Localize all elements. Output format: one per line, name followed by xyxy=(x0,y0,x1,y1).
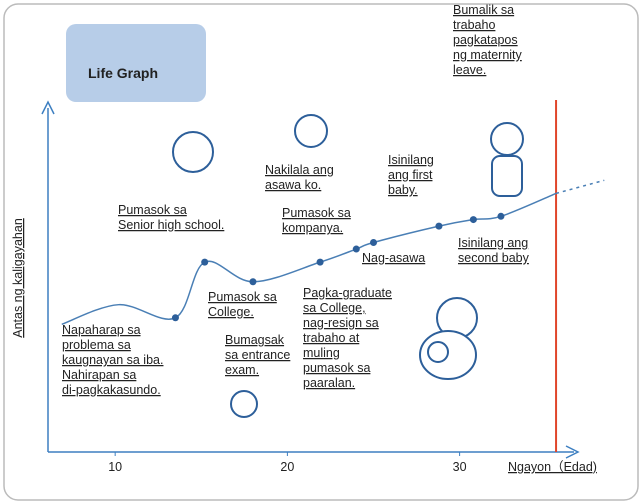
annotation: Nakilala ang asawa ko. xyxy=(265,163,334,192)
annotation-line: leave. xyxy=(453,63,486,77)
event-point xyxy=(201,258,209,266)
annotation: Pumasok sa College. xyxy=(208,290,277,319)
title-box xyxy=(66,24,206,102)
event-point xyxy=(316,258,324,266)
annotation-line: muling xyxy=(303,346,340,360)
annotation-line: Nahirapan sa xyxy=(62,368,136,382)
event-point xyxy=(497,212,505,220)
annotation-line: Nakilala ang xyxy=(265,163,334,177)
event-point xyxy=(435,222,443,230)
x-tick-label: 20 xyxy=(280,460,294,474)
annotation-line: di-pagkakasundo. xyxy=(62,383,161,397)
annotation: Pumasok sa kompanya. xyxy=(282,206,351,235)
x-axis-label: Ngayon（Edad) xyxy=(508,460,597,474)
annotation-line: asawa ko. xyxy=(265,178,321,192)
y-axis-label: Antas ng kaligayahan xyxy=(11,218,25,338)
annotation-line: Senior high school. xyxy=(118,218,224,232)
annotation-line: pumasok sa xyxy=(303,361,370,375)
annotation-line: Pagka-graduate xyxy=(303,286,392,300)
annotation-line: problema sa xyxy=(62,338,131,352)
body xyxy=(491,155,523,197)
annotation-line: second baby xyxy=(458,251,530,265)
annotation-line: kompanya. xyxy=(282,221,343,235)
annotation: Nag-asawa xyxy=(362,251,425,265)
x-tick-label: 30 xyxy=(453,460,467,474)
frame xyxy=(3,3,639,501)
annotation-line: Bumagsak xyxy=(225,333,285,347)
annotation-line: Napaharap sa xyxy=(62,323,141,337)
annotation: Isinilang ang second baby xyxy=(458,236,530,265)
annotation-line: Pumasok sa xyxy=(118,203,187,217)
y-arrow xyxy=(41,100,55,115)
annotation-line: Pumasok sa xyxy=(282,206,351,220)
annotation-line: paaralan. xyxy=(303,376,355,390)
annotation-line: Bumalik sa xyxy=(453,3,514,17)
annotation-line: Nag-asawa xyxy=(362,251,425,265)
baby xyxy=(427,341,449,363)
annotation-line: pagkatapos xyxy=(453,33,518,47)
face xyxy=(230,390,258,418)
annotation: Bumalik sa trabaho pagkatapos ng maternity l… xyxy=(453,3,523,77)
event-point xyxy=(249,278,257,286)
chart-title: Life Graph xyxy=(88,65,158,81)
face xyxy=(172,131,214,173)
projection-line xyxy=(555,179,605,195)
annotation-line: trabaho at xyxy=(303,331,360,345)
annotation: Napaharap sa problema sa kaugnayan sa iba.… xyxy=(62,323,163,397)
annotation: Pumasok sa Senior high school. xyxy=(118,203,224,232)
annotation-line: baby. xyxy=(388,183,418,197)
annotation: Isinilang ang first baby. xyxy=(388,153,434,197)
illustrations xyxy=(172,114,524,418)
annotation-line: Pumasok sa xyxy=(208,290,277,304)
annotation-line: kaugnayan sa iba. xyxy=(62,353,163,367)
annotation-line: ang first xyxy=(388,168,433,182)
event-point xyxy=(469,216,477,224)
annotation: Pagka-graduate sa College, nag-resign sa tr… xyxy=(303,286,392,390)
annotation: Bumagsak sa entrance exam. xyxy=(225,333,290,377)
annotation-line: sa College, xyxy=(303,301,366,315)
annotation-line: sa entrance xyxy=(225,348,290,362)
face xyxy=(294,114,328,148)
face xyxy=(490,122,524,156)
annotation-line: ng maternity xyxy=(453,48,523,62)
x-arrow xyxy=(565,445,580,459)
annotation-line: College. xyxy=(208,305,254,319)
event-point xyxy=(370,238,377,246)
annotation-line: nag-resign sa xyxy=(303,316,379,330)
annotation-line: Isinilang ang xyxy=(458,236,528,250)
event-point xyxy=(352,245,360,253)
annotation-line: Isinilang xyxy=(388,153,434,167)
event-point xyxy=(171,314,179,322)
annotation-line: exam. xyxy=(225,363,259,377)
annotation-line: trabaho xyxy=(453,18,495,32)
x-tick-label: 10 xyxy=(108,460,122,474)
